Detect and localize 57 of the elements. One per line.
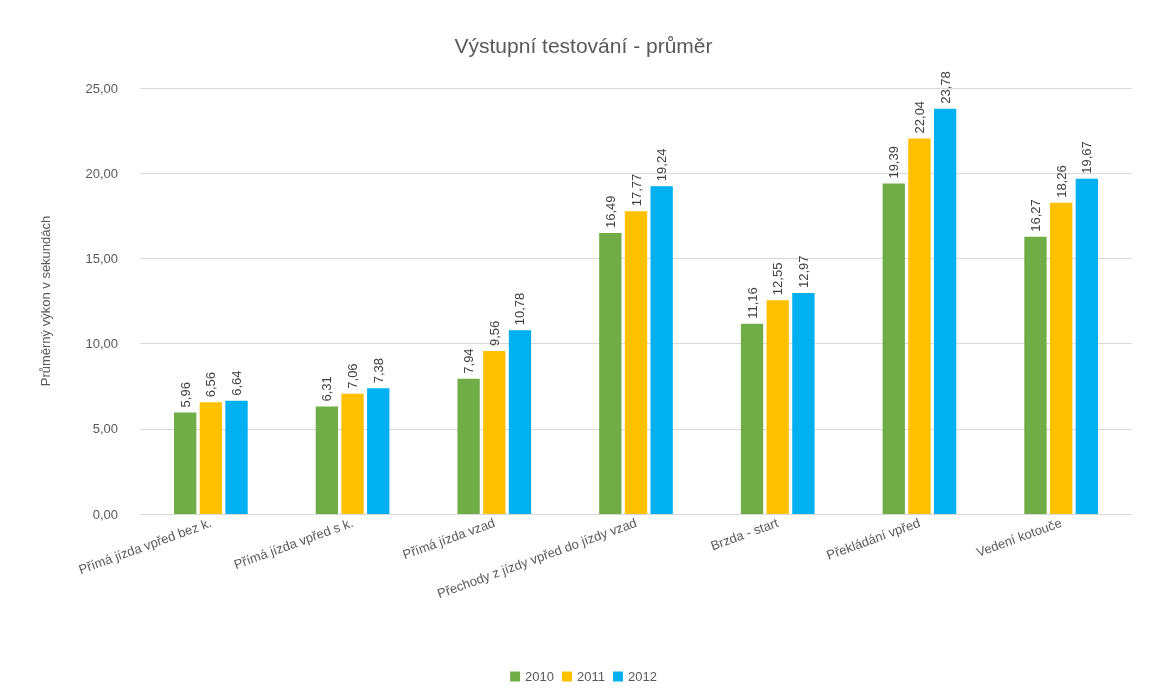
bar <box>1049 202 1073 514</box>
data-label: 19,67 <box>1079 141 1095 174</box>
y-axis-title: Průměrný výkon v sekundách <box>38 215 53 387</box>
data-label: 19,39 <box>886 146 902 179</box>
bar <box>908 138 931 514</box>
bar <box>599 233 622 514</box>
bar <box>1024 236 1047 514</box>
data-label: 9,56 <box>486 320 502 347</box>
bar <box>483 351 506 514</box>
bar <box>341 393 364 514</box>
bar <box>740 323 764 514</box>
data-label: 10,78 <box>512 292 528 326</box>
data-label: 11,16 <box>744 287 760 319</box>
data-label: 12,55 <box>770 262 786 296</box>
bar <box>315 406 339 514</box>
bar <box>367 388 390 514</box>
bar <box>882 183 905 514</box>
y-tick-label: 5,00 <box>92 421 118 437</box>
legend-label: 2011 <box>577 669 605 684</box>
legend-label: 2010 <box>525 669 555 684</box>
data-label: 5,96 <box>177 382 193 408</box>
bar <box>174 412 197 514</box>
data-label: 23,78 <box>937 71 953 104</box>
data-label: 7,06 <box>345 363 361 389</box>
bar <box>766 300 789 514</box>
y-tick-label: 15,00 <box>85 250 118 266</box>
data-label: 16,27 <box>1027 199 1043 232</box>
bar <box>199 402 223 514</box>
y-tick-label: 20,00 <box>85 165 118 181</box>
bar <box>508 330 532 514</box>
data-label: 18,26 <box>1053 165 1069 198</box>
data-label: 22,04 <box>911 100 927 134</box>
y-tick-label: 25,00 <box>85 80 118 96</box>
bar <box>457 378 480 514</box>
x-tick-label: Brzda - start <box>708 514 781 554</box>
x-tick-label: Přímá jízda vpřed s k. <box>231 514 356 573</box>
data-label: 12,97 <box>795 255 811 288</box>
x-tick-label: Přímá jízda vzad <box>400 514 497 563</box>
data-label: 7,94 <box>461 348 477 374</box>
bar <box>933 108 957 514</box>
bar <box>1075 178 1098 514</box>
legend-label: 2012 <box>627 669 657 684</box>
bar <box>225 400 248 514</box>
data-label: 19,24 <box>654 148 670 182</box>
bar <box>624 211 648 514</box>
bar <box>650 186 673 514</box>
y-tick-label: 10,00 <box>85 336 118 352</box>
data-label: 16,49 <box>602 195 618 229</box>
data-label: 7,38 <box>370 357 386 384</box>
data-label: 6,31 <box>319 376 335 402</box>
chart-title: Výstupní testování - průměr <box>454 34 713 57</box>
data-label: 6,64 <box>229 370 245 396</box>
bar <box>792 292 815 514</box>
data-label: 6,56 <box>203 371 219 398</box>
x-tick-label: Vedení kotouče <box>974 514 1064 560</box>
data-label: 17,77 <box>628 173 644 207</box>
y-tick-label: 0,00 <box>92 506 118 522</box>
